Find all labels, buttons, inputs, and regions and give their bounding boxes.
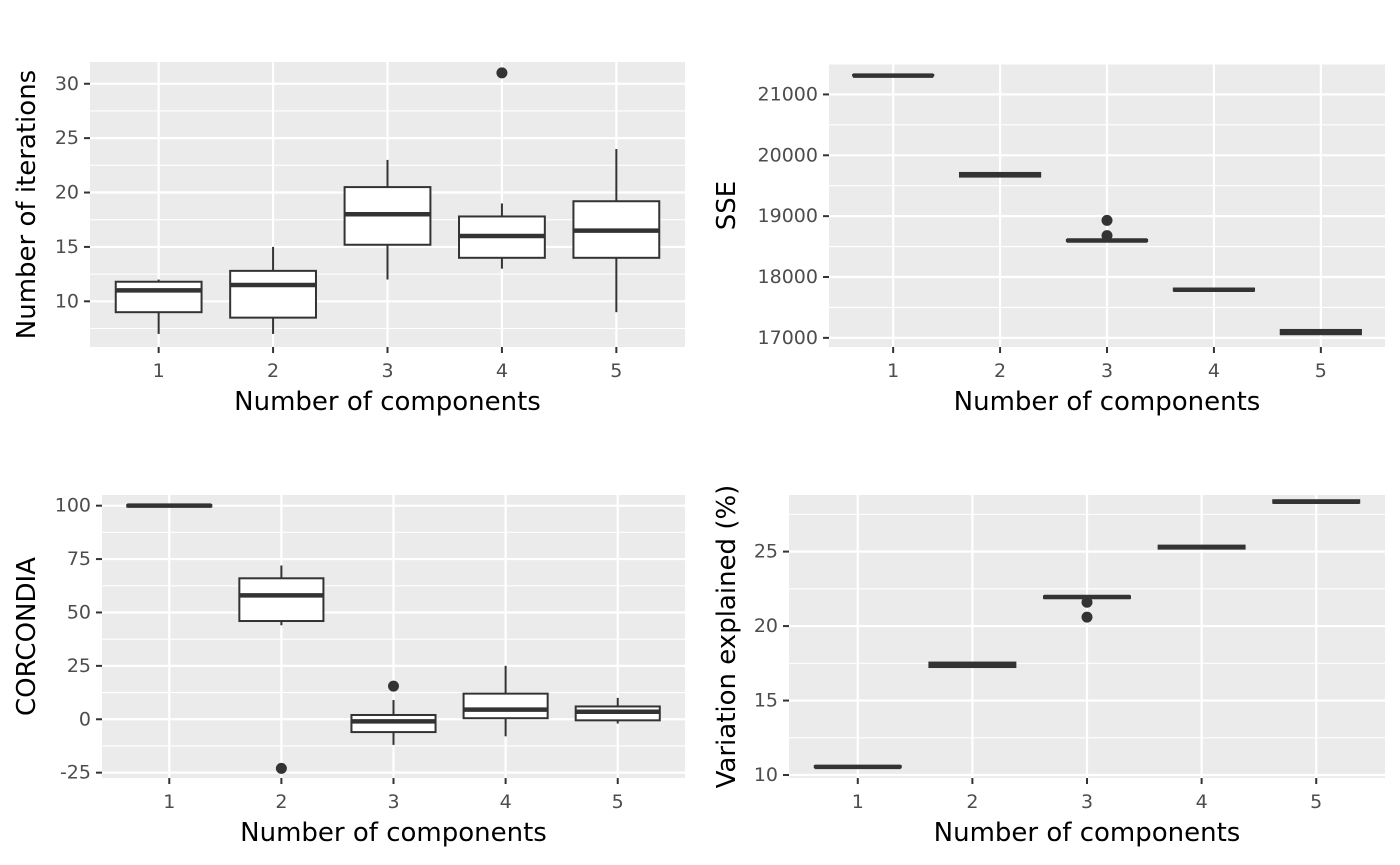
box	[462, 665, 549, 737]
box	[574, 697, 661, 724]
x-axis-title: Number of components	[934, 818, 1241, 848]
box	[458, 67, 546, 269]
y-tick-label: 19000	[758, 205, 818, 227]
x-tick-label: 2	[994, 360, 1006, 382]
y-tick-label: 25	[754, 541, 778, 563]
y-tick-label: 25	[55, 127, 79, 149]
box	[343, 159, 432, 280]
box	[572, 149, 661, 313]
x-tick-label: 4	[1196, 791, 1208, 813]
x-tick-label: 1	[163, 791, 175, 813]
x-tick-label: 3	[381, 360, 393, 382]
box	[1172, 287, 1256, 293]
x-tick-label: 4	[500, 791, 512, 813]
y-tick-label: 20	[55, 182, 79, 204]
y-axis-title: CORCONDIA	[12, 557, 42, 716]
box	[1272, 499, 1361, 504]
y-tick-label: 20000	[758, 144, 818, 166]
x-tick-label: 4	[1208, 360, 1220, 382]
panel-corcondia: -25 0 25 50 75 100 1 2 3 4 5 Number of components CO…	[12, 495, 685, 848]
y-tick-label: 0	[79, 708, 91, 730]
x-axis-title: Number of components	[240, 818, 547, 848]
box	[958, 171, 1042, 178]
outlier-point	[388, 680, 399, 692]
y-tick-label: 50	[67, 601, 91, 623]
x-tick-label: 3	[387, 791, 399, 813]
x-tick-label: 1	[153, 360, 165, 382]
x-tick-label: 1	[887, 360, 899, 382]
y-axis-title: Variation explained (%)	[712, 485, 742, 789]
box	[114, 279, 203, 334]
box	[1279, 328, 1362, 336]
y-axis-title: Number of iterations	[12, 70, 42, 339]
box	[813, 764, 902, 770]
x-tick-label: 1	[852, 791, 864, 813]
panel-iterations: 10 15 20 25 30 1 2 3 4 5 Number of components Numbe…	[12, 62, 685, 417]
outlier-point	[275, 762, 287, 774]
y-tick-label: 25	[67, 655, 91, 677]
box	[1043, 594, 1131, 623]
box	[928, 661, 1017, 669]
x-tick-label: 2	[267, 360, 279, 382]
y-tick-label: 10	[55, 290, 79, 312]
x-tick-label: 2	[275, 791, 287, 813]
y-tick-label: 100	[55, 495, 91, 517]
x-axis-title: Number of components	[234, 387, 541, 417]
y-tick-label: 17000	[758, 327, 818, 349]
box	[229, 246, 317, 334]
x-tick-label: 2	[966, 791, 978, 813]
y-tick-label: 10	[754, 764, 778, 786]
y-tick-label: 30	[55, 73, 79, 95]
x-axis-title: Number of components	[954, 387, 1261, 417]
outlier-point	[1101, 214, 1113, 226]
panel-variation: 10 15 20 25 1 2 3 4 5 Number of components Variati…	[712, 485, 1385, 848]
panel-sse: 17000 18000 19000 20000 21000 1 2 3 4 5 Number of …	[712, 63, 1385, 417]
box	[1065, 214, 1149, 243]
y-tick-label: 15	[754, 690, 778, 712]
box	[852, 73, 935, 78]
y-tick-label: 20	[754, 615, 778, 637]
y-tick-label: -25	[60, 762, 91, 784]
box-body	[238, 577, 325, 623]
x-tick-label: 3	[1101, 360, 1113, 382]
x-tick-label: 5	[1315, 360, 1327, 382]
y-axis-title: SSE	[712, 181, 742, 230]
y-tick-label: 15	[55, 236, 79, 258]
y-tick-label: 18000	[758, 266, 818, 288]
box	[126, 503, 213, 508]
box	[350, 680, 437, 745]
box	[1157, 544, 1246, 550]
outlier-point	[1101, 230, 1113, 242]
y-tick-label: 21000	[758, 83, 818, 105]
box-body	[229, 269, 317, 319]
y-tick-label: 75	[67, 548, 91, 570]
x-tick-label: 5	[1310, 791, 1322, 813]
x-tick-label: 5	[610, 360, 622, 382]
x-tick-label: 5	[612, 791, 624, 813]
box	[238, 565, 325, 774]
x-tick-label: 4	[496, 360, 508, 382]
box-body	[462, 692, 549, 720]
box-body	[114, 280, 203, 314]
outlier-point	[1081, 611, 1093, 623]
outlier-point	[1081, 596, 1093, 608]
outlier-point	[496, 67, 508, 79]
x-tick-label: 3	[1081, 791, 1093, 813]
